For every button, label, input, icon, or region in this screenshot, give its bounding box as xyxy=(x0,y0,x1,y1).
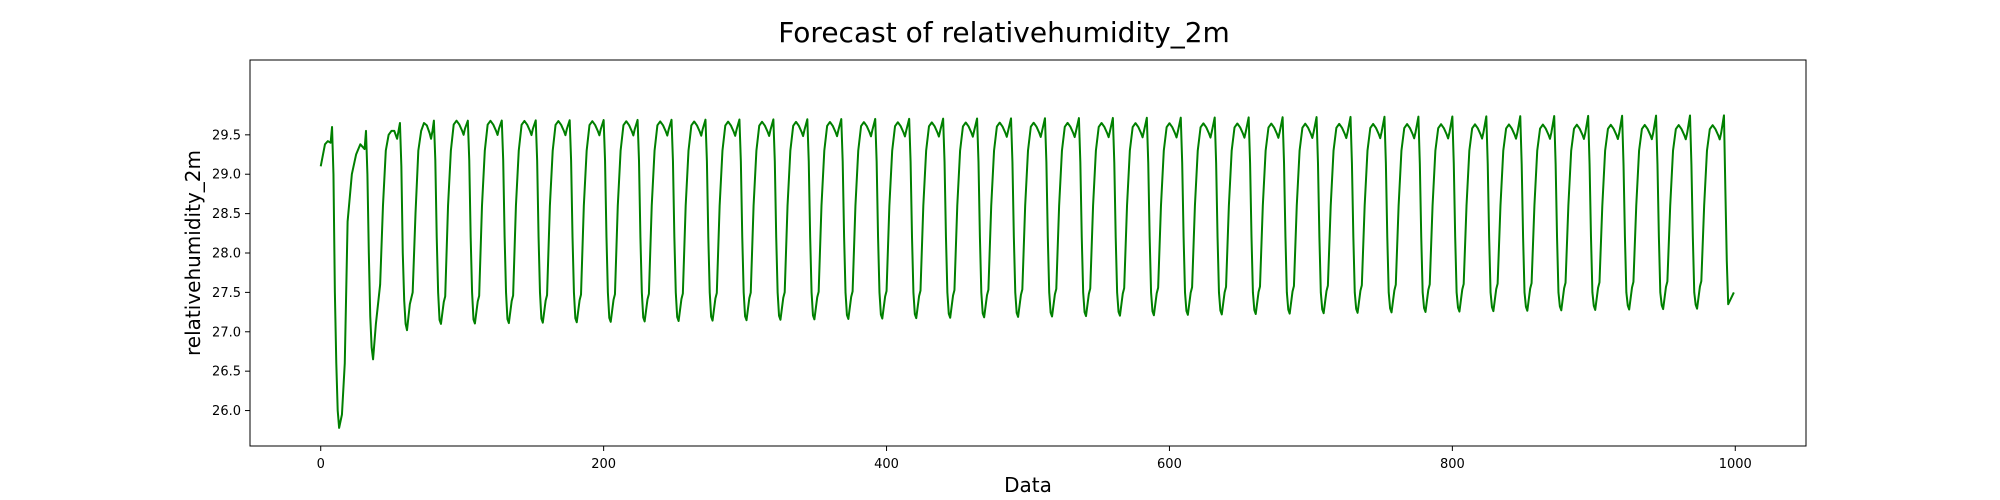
series-group xyxy=(321,115,1734,428)
x-axis-ticks: 0 200 400 600 800 1000 xyxy=(317,446,1752,472)
y-tick-label: 29.5 xyxy=(212,128,241,143)
x-tick-label: 600 xyxy=(1157,457,1182,472)
y-axis-title: relativehumidity_2m xyxy=(181,150,205,356)
y-tick-label: 29.0 xyxy=(212,168,241,183)
y-tick-label: 26.0 xyxy=(212,404,241,419)
chart-title: Forecast of relativehumidity_2m xyxy=(778,16,1230,49)
x-axis-title: Data xyxy=(1004,473,1052,497)
x-tick-label: 0 xyxy=(317,457,325,472)
y-tick-label: 26.5 xyxy=(212,365,241,380)
x-tick-label: 1000 xyxy=(1719,457,1752,472)
y-tick-label: 28.0 xyxy=(212,247,241,262)
y-tick-label: 27.5 xyxy=(212,286,241,301)
series-line xyxy=(321,115,1734,428)
y-tick-label: 27.0 xyxy=(212,325,241,340)
y-tick-label: 28.5 xyxy=(212,207,241,222)
x-tick-label: 200 xyxy=(591,457,616,472)
y-axis-ticks: 26.0 26.5 27.0 27.5 28.0 28.5 29.0 29.5 xyxy=(212,128,250,419)
x-tick-label: 800 xyxy=(1440,457,1465,472)
plot-area-frame xyxy=(250,60,1806,446)
x-tick-label: 400 xyxy=(874,457,899,472)
